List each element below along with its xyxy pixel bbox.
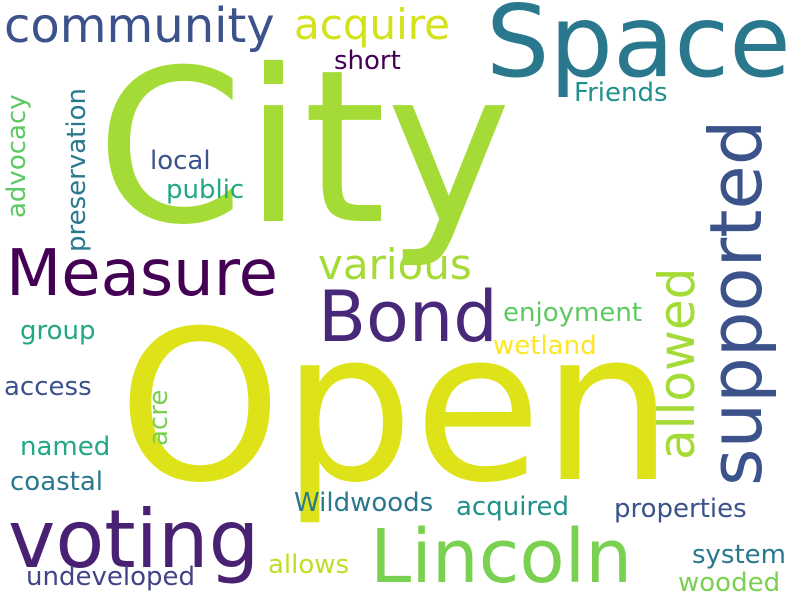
word-wildwoods: Wildwoods (294, 488, 434, 518)
word-local: local (150, 146, 211, 176)
word-wetland: wetland (493, 331, 597, 361)
word-access: access (4, 372, 92, 402)
word-public: public (166, 175, 245, 205)
word-open: Open (118, 287, 674, 529)
word-system: system (692, 540, 786, 570)
word-enjoyment: enjoyment (503, 298, 642, 328)
word-wooded: wooded (678, 568, 781, 598)
word-undeveloped: undeveloped (26, 562, 195, 592)
word-lincoln: Lincoln (370, 514, 633, 600)
word-group: group (20, 316, 96, 346)
word-space: Space (486, 0, 791, 100)
word-advocacy: advocacy (2, 94, 32, 218)
word-measure: Measure (6, 237, 278, 311)
word-allowed: allowed (648, 267, 706, 460)
word-acquired: acquired (456, 492, 570, 522)
word-community: community (4, 0, 275, 54)
word-preservation: preservation (62, 88, 92, 252)
word-properties: properties (614, 494, 747, 524)
word-supported: supported (694, 119, 778, 486)
word-allows: allows (268, 550, 350, 580)
word-acre: acre (144, 389, 174, 446)
word-friends: Friends (574, 78, 668, 108)
word-named: named (20, 432, 111, 462)
word-various: various (318, 240, 472, 289)
word-short: short (334, 46, 401, 76)
word-coastal: coastal (10, 467, 104, 497)
word-bond: Bond (318, 276, 498, 358)
word-voting: voting (8, 493, 260, 586)
word-city: City (96, 24, 512, 271)
word-acquire: acquire (294, 0, 450, 49)
